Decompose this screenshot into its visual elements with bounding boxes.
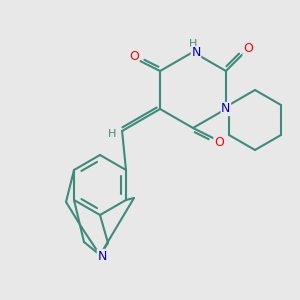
Text: N: N xyxy=(221,103,231,116)
Text: H: H xyxy=(189,39,197,49)
Text: O: O xyxy=(243,43,253,56)
Text: O: O xyxy=(214,136,224,148)
Text: O: O xyxy=(129,50,139,64)
Text: H: H xyxy=(108,129,116,139)
Text: N: N xyxy=(97,250,107,262)
Text: N: N xyxy=(191,46,201,59)
